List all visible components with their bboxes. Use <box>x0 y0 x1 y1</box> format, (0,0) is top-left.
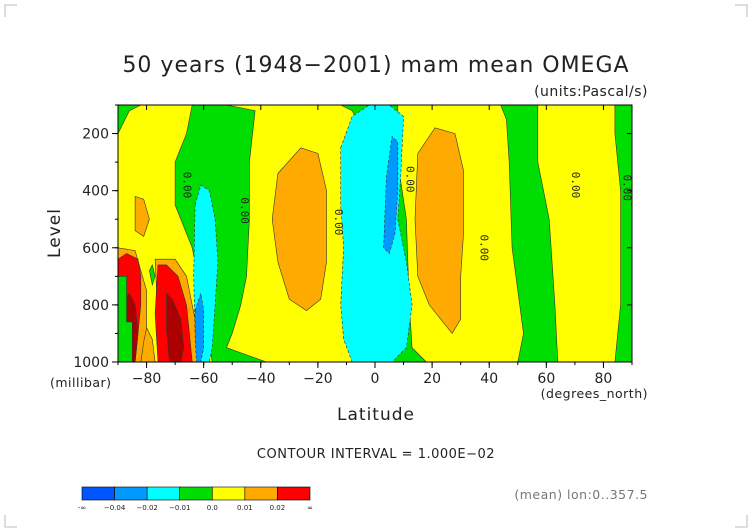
colorbar-label: −0.01 <box>169 504 190 512</box>
colorbar-swatch <box>179 486 213 501</box>
chart-title: 50 years (1948−2001) mam mean OMEGA <box>122 53 629 78</box>
x-axis-label: Latitude <box>337 405 415 425</box>
colorbar-label: 0.02 <box>270 504 286 512</box>
mean-note: (mean) lon:0..357.5 <box>514 487 648 502</box>
corner-marks <box>4 4 748 528</box>
region-green-19 <box>118 275 133 362</box>
contour-label: 0.00 <box>181 172 194 199</box>
y-axis-label: Level <box>45 208 65 258</box>
colorbar-swatch <box>146 486 181 501</box>
colorbar-swatch <box>277 486 311 501</box>
region-orange-6 <box>414 127 464 334</box>
region-orange-12 <box>140 326 156 362</box>
corner-mark <box>4 515 17 528</box>
colorbar-swatch <box>211 486 246 501</box>
region-darkred-18 <box>166 292 185 362</box>
colorbar: -∞ −0.04 −0.02 −0.01 0.0 0.01 0.02 ∞ <box>78 486 313 512</box>
corner-mark <box>735 4 748 17</box>
x-tick-label: −20 <box>303 371 333 387</box>
y-tick-label: 400 <box>82 184 109 200</box>
region-blue-14 <box>194 293 204 362</box>
contour-label: 0.00 <box>569 172 582 199</box>
y-units-label: (millibar) <box>50 375 112 390</box>
contour-label: 0.00 <box>238 197 251 224</box>
contour-label: 0.00 <box>478 235 491 262</box>
corner-mark <box>4 4 17 17</box>
x-tick-label: −60 <box>189 371 219 387</box>
y-tick-label: 800 <box>82 298 109 314</box>
corner-mark <box>735 515 748 528</box>
contour-labels: 0.00 0.00 0.00 0.00 0.00 0.00 0.00 <box>181 166 633 262</box>
contour-label: 0.00 <box>403 166 416 193</box>
x-axis: −80 −60 −40 −20 0 20 40 60 80 <box>117 105 633 387</box>
region-green-20 <box>149 264 156 287</box>
contour-regions <box>118 105 632 362</box>
colorbar-swatch <box>244 486 278 501</box>
x-tick-label: −80 <box>132 371 162 387</box>
colorbar-swatch <box>81 486 115 501</box>
colorbar-label: 0.01 <box>237 504 253 512</box>
y-tick-label: 200 <box>82 127 109 143</box>
contour-label: 0.00 <box>620 175 633 202</box>
colorbar-label: 0.0 <box>207 504 218 512</box>
colorbar-label: ∞ <box>307 504 313 512</box>
contour-interval-text: CONTOUR INTERVAL = 1.000E−02 <box>257 447 495 462</box>
y-tick-label: 1000 <box>73 355 109 371</box>
x-tick-label: 20 <box>423 371 441 387</box>
contour-label: 0.00 <box>332 209 345 236</box>
colorbar-label: −0.04 <box>104 504 126 512</box>
colorbar-label: −0.02 <box>136 504 157 512</box>
y-axis: 200 400 600 800 1000 <box>73 104 632 371</box>
colorbar-label: -∞ <box>78 504 86 512</box>
x-tick-label: 40 <box>480 371 498 387</box>
region-orange-5 <box>271 147 327 311</box>
x-tick-label: 60 <box>537 371 555 387</box>
region-yellow-4 <box>537 105 621 362</box>
region-blue-16 <box>383 135 399 255</box>
region-orange-8 <box>134 195 150 237</box>
x-tick-label: −40 <box>246 371 276 387</box>
x-tick-label: 80 <box>595 371 613 387</box>
y-tick-label: 600 <box>82 241 109 257</box>
x-tick-label: 0 <box>371 371 380 387</box>
units-label: (units:Pascal/s) <box>534 84 648 100</box>
colorbar-swatch <box>114 486 148 501</box>
x-units-label: (degrees_north) <box>541 386 648 401</box>
